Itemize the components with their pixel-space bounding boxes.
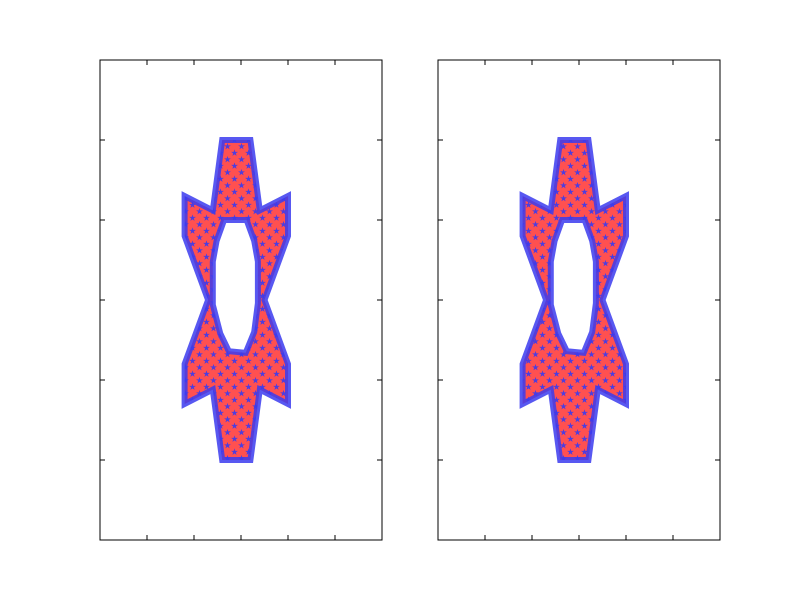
left-axes — [99, 59, 383, 541]
right-axes — [437, 59, 721, 541]
axes-frame — [99, 59, 383, 541]
axes-frame — [437, 59, 721, 541]
star-shape — [181, 137, 291, 463]
star-shape — [519, 137, 629, 463]
